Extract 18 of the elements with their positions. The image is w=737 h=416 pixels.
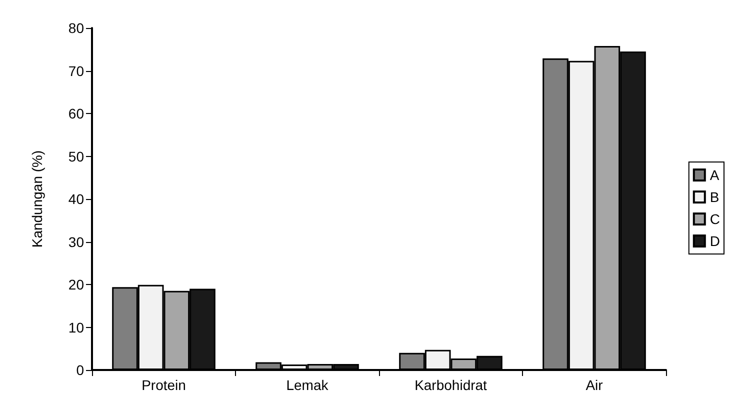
y-tick-label: 10 xyxy=(68,319,84,336)
y-tick-label: 80 xyxy=(68,20,84,36)
y-tick-label: 0 xyxy=(76,362,84,378)
legend-label: B xyxy=(710,189,720,205)
legend-label: C xyxy=(710,211,720,227)
x-tick-label: Karbohidrat xyxy=(414,377,488,393)
y-tick-label: 70 xyxy=(68,62,84,79)
legend-label: A xyxy=(710,167,720,183)
legend-label: D xyxy=(710,233,720,249)
y-tick-label: 20 xyxy=(68,276,84,292)
x-tick-label: Protein xyxy=(142,377,186,393)
y-axis-title: Kandungan (%) xyxy=(29,150,45,248)
x-tick-label: Lemak xyxy=(286,377,330,393)
y-tick-label: 60 xyxy=(68,106,84,122)
y-tick-label: 40 xyxy=(68,191,84,207)
y-tick-label: 30 xyxy=(68,234,84,250)
y-tick-label: 50 xyxy=(68,148,84,164)
x-tick-label: Air xyxy=(586,377,604,393)
